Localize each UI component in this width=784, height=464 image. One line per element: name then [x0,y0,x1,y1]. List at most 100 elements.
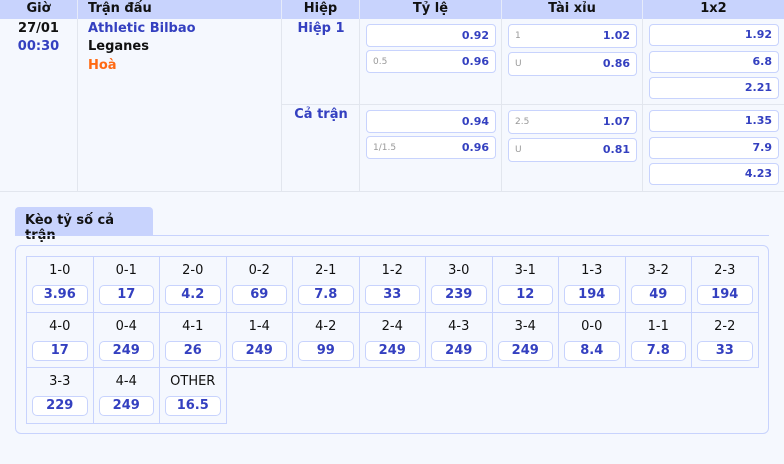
score-cell: 1-0 3.96 [27,257,94,313]
1x2-odd-button[interactable]: 7.9 [649,136,779,159]
over-under-line: 1 [515,31,521,41]
odd-value: 1.02 [602,29,630,42]
handicap-odd-button[interactable]: 0.5 0.96 [366,50,496,73]
handicap-odd-button[interactable]: 1/1.5 0.96 [366,136,496,159]
score-odd-button[interactable]: 194 [564,285,620,305]
score-cell: 4-4 249 [93,368,160,424]
match-date: 27/01 [18,21,59,36]
score-cell: 0-1 17 [93,257,160,313]
over-under-odd-button[interactable]: U 0.81 [508,138,637,162]
score-cell: 4-1 26 [160,312,227,368]
score-label: 4-2 [315,318,337,334]
score-odd-button[interactable]: 3.96 [32,285,88,305]
header-period: Hiệp [282,0,360,19]
score-odd-button[interactable]: 249 [364,340,420,361]
score-odd-button[interactable]: 8.4 [564,340,620,361]
correct-score-panel: 1-0 3.96 0-1 17 2-0 4.2 0-2 69 2-1 7.8 1-2 33 3-0 239… [15,245,769,434]
score-odd-button[interactable]: 4.2 [165,285,221,305]
score-odd-button[interactable]: 249 [98,396,154,416]
score-label: 4-3 [448,318,470,334]
score-odd-button[interactable]: 17 [32,340,88,361]
header-match: Trận đấu [78,0,282,19]
1x2-odd-button[interactable]: 1.92 [649,24,779,46]
score-label: 2-2 [714,318,736,334]
odd-value: 4.23 [744,167,772,180]
score-odd-button[interactable]: 17 [98,285,154,305]
1x2-odd-button[interactable]: 6.8 [649,50,779,73]
score-label: 1-1 [647,318,669,334]
over-under-odd-button[interactable]: U 0.86 [508,52,637,76]
score-odd-button[interactable]: 229 [32,396,88,416]
score-cell: 4-0 17 [27,312,94,368]
header-1x2: 1x2 [700,1,727,16]
match-time: 00:30 [17,39,60,54]
score-odd-button[interactable]: 194 [697,285,753,305]
score-label: 4-0 [49,318,71,334]
score-cell: 4-3 249 [426,312,493,368]
score-label: 0-4 [115,318,137,334]
over-under-odd-button[interactable]: 1 1.02 [508,24,637,48]
1x2-odd-button[interactable]: 1.35 [649,110,779,132]
score-odd-button[interactable]: 16.5 [165,396,221,416]
score-odd-button[interactable]: 249 [98,340,154,361]
score-cell: 3-0 239 [426,257,493,313]
score-label: 0-2 [248,263,270,278]
score-odd-button[interactable]: 249 [431,340,487,361]
1x2-odd-button[interactable]: 4.23 [649,163,779,185]
tab-underline [15,235,769,236]
odd-value: 1.35 [744,114,772,127]
period-label: Cả trận [294,107,348,122]
score-cell: 0-0 8.4 [559,312,626,368]
over-under-odd-button[interactable]: 2.5 1.07 [508,110,637,134]
score-odd-button[interactable]: 33 [364,285,420,305]
score-odd-button[interactable]: 239 [431,285,487,305]
score-label: 2-1 [315,263,337,278]
score-odd-button[interactable]: 49 [630,285,686,305]
odd-value: 0.96 [461,55,489,68]
over-under-line: U [515,145,522,155]
odd-value: 0.94 [461,115,489,128]
odd-value: 7.9 [752,140,773,154]
correct-score-grid: 1-0 3.96 0-1 17 2-0 4.2 0-2 69 2-1 7.8 1-2 33 3-0 239… [26,256,759,424]
handicap-line: 0.5 [373,57,388,67]
score-label: 4-1 [182,318,204,334]
time-cell: 27/01 00:30 [0,19,78,191]
score-cell: 1-4 249 [226,312,293,368]
score-odd-button[interactable]: 69 [231,285,287,305]
score-odd-button[interactable]: 7.8 [630,340,686,361]
handicap-odd-button[interactable]: 0.92 [366,24,496,47]
score-label: 4-4 [115,374,137,389]
score-label: 3-2 [647,263,669,278]
tab-correct-score[interactable]: Kèo tỷ số cả trận [15,207,153,243]
score-cell: 2-1 7.8 [293,257,360,313]
score-label: 3-3 [49,374,71,389]
score-odd-button[interactable]: 249 [231,340,287,361]
score-label: 0-1 [115,263,137,278]
score-label: 3-0 [448,263,470,278]
score-odd-button[interactable]: 7.8 [298,285,354,305]
score-odd-button[interactable]: 33 [697,340,753,361]
score-odd-button[interactable]: 99 [298,340,354,361]
score-label: 3-4 [514,318,536,334]
score-cell: 3-1 12 [492,257,559,313]
score-cell: 0-4 249 [93,312,160,368]
score-cell: 2-0 4.2 [160,257,227,313]
period-col [282,19,360,191]
odd-value: 6.8 [752,54,773,68]
score-label: OTHER [170,374,216,389]
score-odd-button[interactable]: 12 [497,285,553,305]
table-bottom-border [0,191,784,192]
home-team[interactable]: Athletic Bilbao [88,21,196,36]
score-odd-button[interactable]: 26 [165,340,221,361]
score-label: 2-3 [714,263,736,278]
odd-value: 0.86 [602,57,630,70]
handicap-odd-button[interactable]: 0.94 [366,110,496,133]
away-team[interactable]: Leganes [88,39,149,54]
score-cell: OTHER 16.5 [160,368,227,424]
score-label: 2-0 [182,263,204,278]
odd-value: 0.92 [461,29,489,42]
odd-value: 0.81 [602,143,630,156]
1x2-odd-button[interactable]: 2.21 [649,77,779,99]
score-odd-button[interactable]: 249 [497,340,553,361]
score-label: 2-4 [381,318,403,334]
